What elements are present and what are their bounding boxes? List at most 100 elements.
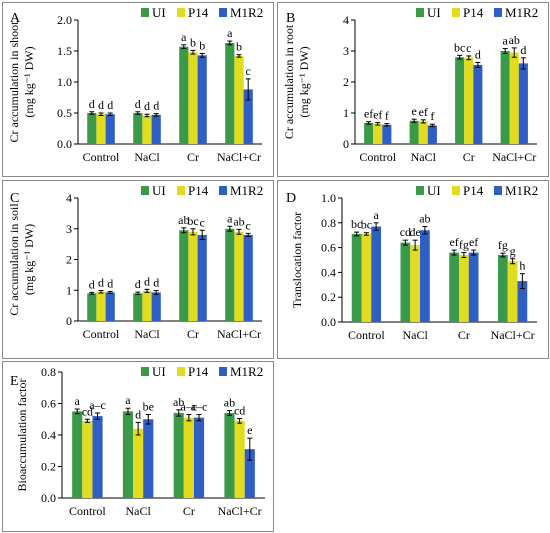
bar-ui: [133, 113, 143, 144]
legend-swatch-m1r2: [219, 367, 227, 376]
bar-m1r2: [427, 125, 437, 144]
legend-label: P14: [463, 5, 484, 20]
significance-letter: bc: [187, 214, 198, 228]
bar-p14: [373, 123, 383, 144]
bar-p14: [188, 52, 198, 144]
y-tick-label: 1: [343, 106, 349, 120]
legend-swatch-m1r2: [494, 8, 502, 17]
significance-letter: a–c: [181, 400, 198, 414]
significance-letter: d: [135, 277, 141, 291]
panel-frame: [2, 180, 274, 359]
x-tick-label: Cr: [187, 150, 199, 164]
significance-letter: d: [144, 99, 150, 113]
bar-p14: [507, 261, 518, 322]
bar-ui: [498, 255, 508, 322]
bar-m1r2: [193, 417, 205, 498]
significance-letter: a: [125, 393, 131, 407]
bar-ui: [87, 293, 97, 321]
y-axis-unit: (mg kg⁻¹ DW): [297, 46, 311, 117]
x-tick-label: NaCl+Cr: [492, 150, 536, 164]
bar-p14: [361, 233, 372, 322]
y-tick-label: 0: [66, 314, 72, 328]
significance-letter: d: [89, 277, 95, 291]
bar-p14: [418, 121, 428, 144]
legend-label: P14: [463, 183, 484, 198]
significance-letter: a: [75, 394, 81, 408]
significance-letter: a: [227, 26, 233, 40]
bar-ui: [133, 293, 143, 321]
legend-label: P14: [188, 183, 209, 198]
x-tick-label: Cr: [187, 327, 199, 341]
bar-m1r2: [243, 89, 253, 144]
significance-letter: b: [236, 40, 242, 54]
x-tick-label: NaCl+Cr: [218, 504, 262, 518]
x-tick-label: Control: [83, 327, 120, 341]
x-tick-label: NaCl+Cr: [217, 327, 261, 341]
significance-letter: d: [475, 47, 481, 61]
y-tick-label: 0.5: [57, 106, 72, 120]
significance-letter: c: [200, 215, 205, 229]
bar-ui: [400, 242, 411, 322]
significance-letter: c: [466, 41, 471, 55]
legend-label: M1R2: [230, 183, 263, 198]
bar-ui: [225, 228, 235, 321]
significance-letter: bc: [454, 40, 465, 54]
bar-p14: [234, 420, 245, 498]
significance-letter: a: [373, 208, 379, 222]
bar-ui: [500, 51, 510, 144]
y-tick-label: 0.0: [321, 315, 336, 329]
bar-p14: [82, 420, 93, 498]
y-tick-label: 0.2: [41, 460, 56, 474]
legend-label: P14: [188, 364, 209, 379]
bar-ui: [72, 411, 83, 498]
panel-frame: [2, 361, 274, 532]
significance-letter: ab: [509, 33, 520, 47]
significance-letter: e: [411, 104, 416, 118]
legend-swatch-ui: [416, 186, 424, 195]
x-tick-label: Cr: [458, 328, 470, 342]
bar-m1r2: [473, 64, 483, 144]
bar-p14: [188, 231, 198, 321]
bar-ui: [122, 411, 134, 498]
x-tick-label: NaCl+Cr: [217, 150, 261, 164]
significance-letter: fg: [498, 238, 508, 252]
panel-letter: B: [286, 11, 295, 26]
significance-letter: ab: [224, 396, 235, 410]
bar-ui: [455, 57, 465, 145]
y-tick-label: 1.0: [57, 75, 72, 89]
significance-letter: d: [98, 98, 104, 112]
legend-label: M1R2: [505, 5, 538, 20]
legend-swatch-p14: [452, 8, 460, 17]
y-axis-label: Bioaccumulation factor: [15, 379, 29, 492]
legend-swatch-ui: [141, 367, 149, 376]
x-tick-label: Control: [348, 328, 385, 342]
bar-p14: [234, 55, 244, 144]
bar-m1r2: [468, 252, 479, 322]
panel-frame: [277, 2, 549, 177]
legend-label: UI: [152, 183, 166, 198]
bar-m1r2: [143, 419, 154, 498]
bar-p14: [96, 291, 106, 321]
y-tick-label: 3: [343, 44, 349, 58]
y-tick-label: 1.0: [321, 191, 336, 205]
significance-letter: cd: [234, 403, 245, 417]
bar-ui: [224, 412, 235, 498]
panel-frame: [277, 180, 549, 359]
chart-panel-d: D 0.0 0.2 0.4 0.6 0.8 1.0 Translocation factor b…: [277, 180, 549, 359]
y-tick-label: 0.4: [321, 265, 336, 279]
bar-ui: [351, 233, 362, 322]
bar-p14: [234, 231, 244, 321]
significance-letter: b: [199, 38, 205, 52]
significance-letter: d: [153, 99, 159, 113]
significance-letter: a–c: [89, 398, 106, 412]
legend-swatch-p14: [177, 186, 185, 195]
y-tick-label: 0.8: [321, 216, 336, 230]
legend-swatch-p14: [177, 367, 185, 376]
x-tick-label: Control: [69, 504, 106, 518]
significance-letter: c: [246, 218, 251, 232]
legend-swatch-m1r2: [219, 186, 227, 195]
significance-letter: e: [247, 423, 252, 437]
significance-letter: a–c: [191, 400, 208, 414]
significance-letter: f: [430, 109, 434, 123]
bar-ui: [409, 120, 419, 144]
